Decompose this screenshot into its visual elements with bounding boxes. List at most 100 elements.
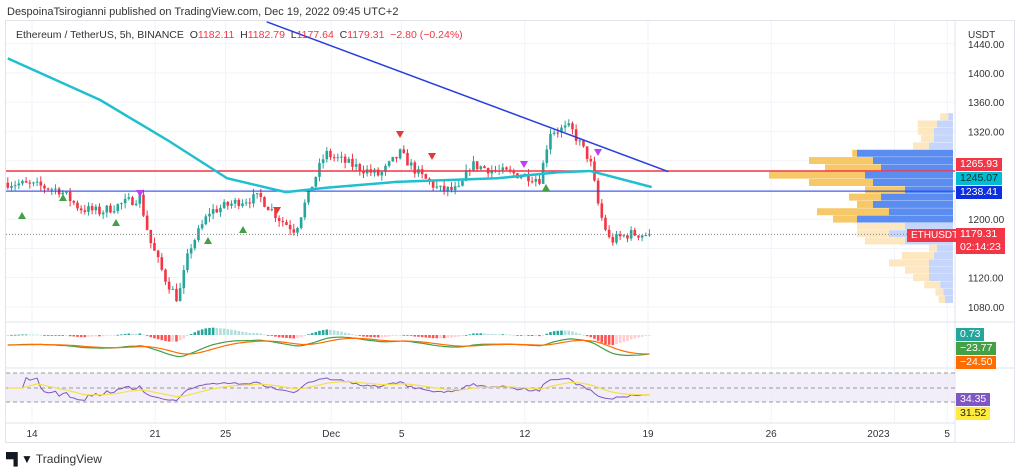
symbol-title[interactable]: Ethereum / TetherUS, 5h, BINANCE xyxy=(16,29,184,41)
macd-histogram-bar xyxy=(222,328,226,335)
macd-histogram-bar xyxy=(76,335,79,337)
candle-body xyxy=(241,203,244,207)
last-price: 1179.31 xyxy=(960,228,998,240)
candle-body xyxy=(589,158,593,162)
macd-line xyxy=(7,336,650,358)
rsi-value-tag: 34.35 xyxy=(956,393,991,406)
candle-body xyxy=(233,199,237,204)
macd-histogram-bar xyxy=(611,335,615,345)
candle-body xyxy=(453,186,457,190)
candle-body xyxy=(563,125,567,128)
macd-histogram-bar xyxy=(65,335,68,336)
candle-body xyxy=(164,269,167,282)
macd-histogram-bar xyxy=(358,335,362,336)
macd-histogram-bar xyxy=(211,327,215,335)
macd-histogram-bar xyxy=(343,332,347,335)
candle-body xyxy=(479,166,483,170)
macd-histogram-bar xyxy=(336,330,340,335)
currency-unit[interactable]: USDT xyxy=(968,30,996,41)
time-axis-label: Dec xyxy=(322,429,340,440)
volume-profile-down-bar xyxy=(929,244,937,252)
macd-histogram-bar xyxy=(61,335,65,336)
macd-histogram-bar xyxy=(160,335,164,341)
macd-histogram-bar xyxy=(83,335,87,338)
candle-body xyxy=(358,164,362,171)
candle-body xyxy=(354,164,358,167)
candle-body xyxy=(607,229,611,237)
macd-histogram-bar xyxy=(178,335,182,341)
candle-body xyxy=(538,178,541,184)
candle-body xyxy=(567,123,571,126)
volume-profile-down-bar xyxy=(809,157,873,165)
volume-profile-up-bar xyxy=(948,113,953,121)
macd-histogram-bar xyxy=(354,334,358,336)
candle-body xyxy=(116,204,120,212)
macd-histogram-bar xyxy=(442,335,446,339)
candle-body xyxy=(402,149,406,153)
candle-body xyxy=(134,203,138,206)
candle-body xyxy=(288,224,292,230)
volume-profile-down-bar xyxy=(938,295,945,303)
volume-profile-up-bar xyxy=(857,215,953,223)
macd-histogram-bar xyxy=(501,334,505,336)
candle-body xyxy=(424,174,428,179)
tradingview-logo[interactable]: ▀▌▼ TradingView xyxy=(6,452,102,466)
candle-body xyxy=(395,156,398,159)
macd-histogram-bar xyxy=(365,335,369,337)
price-axis-label: 1200.00 xyxy=(968,215,1005,226)
volume-profile-down-bar xyxy=(917,120,937,128)
candle-body xyxy=(123,198,127,204)
macd-histogram-bar xyxy=(50,335,54,336)
macd-histogram-bar xyxy=(244,332,248,335)
buy-signal-icon xyxy=(239,226,247,233)
candle-body xyxy=(248,202,252,204)
macd-histogram-bar xyxy=(530,335,534,337)
candle-body xyxy=(310,186,314,189)
macd-histogram-bar xyxy=(483,333,486,335)
candle-body xyxy=(483,166,486,169)
candle-body xyxy=(325,150,329,160)
macd-histogram-bar xyxy=(387,335,391,337)
macd-histogram-bar xyxy=(505,334,508,336)
macd-histogram-bar xyxy=(32,334,35,336)
time-axis-label: 25 xyxy=(220,429,232,440)
volume-profile-up-bar xyxy=(929,142,953,150)
volume-profile-up-bar xyxy=(937,244,953,252)
rsi-ma-tag: 31.52 xyxy=(956,407,991,420)
macd-histogram-bar xyxy=(582,334,585,336)
price-axis-label: 1440.00 xyxy=(968,40,1005,51)
macd-histogram-bar xyxy=(193,332,197,335)
macd-histogram-bar xyxy=(472,333,475,335)
volume-profile-down-bar xyxy=(833,215,857,223)
volume-profile-down-bar xyxy=(849,193,881,201)
volume-profile-up-bar xyxy=(945,295,953,303)
change-value: −2.80 (−0.24%) xyxy=(390,29,463,41)
macd-histogram-bar xyxy=(270,335,274,336)
macd-histogram-bar xyxy=(428,335,431,338)
candle-body xyxy=(391,156,395,162)
macd-histogram-bar xyxy=(241,331,244,335)
candle-body xyxy=(332,157,336,159)
candle-body xyxy=(406,152,409,166)
macd-histogram-bar xyxy=(208,327,211,335)
price-axis-label: 1400.00 xyxy=(968,69,1005,80)
macd-histogram-bar xyxy=(376,335,380,338)
macd-histogram-bar xyxy=(596,335,600,341)
volume-profile-down-bar xyxy=(921,135,934,143)
macd-histogram-bar xyxy=(252,332,255,335)
candle-body xyxy=(351,158,354,167)
candle-body xyxy=(439,185,442,187)
macd-histogram-bar xyxy=(90,335,94,337)
macd-histogram-bar xyxy=(508,334,512,336)
candle-body xyxy=(318,162,321,177)
candle-body xyxy=(13,185,17,187)
macd-histogram-bar xyxy=(182,335,186,339)
buy-signal-icon xyxy=(112,219,120,226)
macd-histogram-bar xyxy=(567,330,571,335)
macd-histogram-bar xyxy=(164,335,167,342)
macd-histogram-bar xyxy=(6,335,10,336)
macd-histogram-bar xyxy=(299,335,303,338)
candle-body xyxy=(21,181,24,184)
macd-histogram-bar xyxy=(153,335,156,339)
